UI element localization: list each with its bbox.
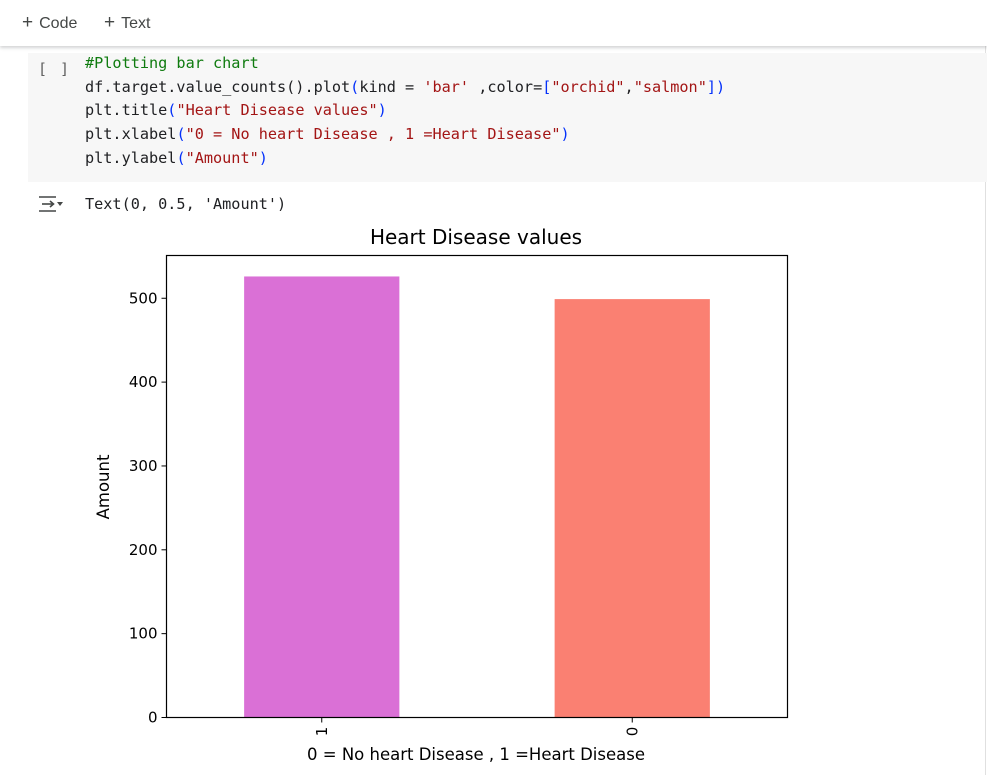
code-token: .plot — [304, 77, 351, 96]
code-text[interactable]: #Plotting bar chart df.target.value_coun… — [85, 54, 726, 167]
y-tick-label: 200 — [129, 541, 158, 559]
code-cell — [0, 46, 986, 775]
add-code-button[interactable]: + Code — [22, 12, 77, 34]
code-comment: #Plotting bar chart — [85, 54, 259, 72]
y-axis-label: Amount — [94, 454, 113, 519]
code-string: "orchid" — [551, 77, 625, 96]
run-cell-button[interactable]: [ ] — [38, 60, 72, 78]
code-string: "Amount" — [185, 148, 259, 167]
y-tick-label: 100 — [129, 625, 158, 643]
x-tick-label: 1 — [313, 727, 331, 737]
code-string: 'bar' — [423, 77, 470, 96]
code-string: "0 = No heart Disease , 1 =Heart Disease… — [185, 125, 561, 144]
chart-title: Heart Disease values — [370, 225, 582, 249]
code-token: , — [624, 77, 634, 96]
bar-1 — [244, 276, 400, 718]
x-axis-label: 0 = No heart Disease , 1 =Heart Disease — [307, 745, 645, 764]
y-tick-label: 0 — [148, 709, 158, 727]
y-tick-label: 300 — [129, 457, 158, 475]
code-token: plt.xlabel — [85, 125, 177, 144]
output-toggle-icon[interactable] — [38, 194, 64, 214]
add-code-label: Code — [39, 15, 78, 32]
add-text-button[interactable]: + Text — [104, 12, 150, 34]
code-editor[interactable] — [28, 53, 987, 182]
notebook-toolbar: + Code + Text — [0, 0, 987, 46]
code-string: "salmon" — [633, 77, 707, 96]
code-token: kind = — [359, 77, 424, 96]
code-token: ,color= — [469, 77, 543, 96]
y-tick-label: 500 — [129, 289, 158, 307]
y-tick-label: 400 — [129, 373, 158, 391]
plus-icon: + — [22, 12, 34, 33]
bar-0 — [554, 299, 710, 718]
plus-icon: + — [104, 12, 116, 33]
output-text: Text(0, 0.5, 'Amount') — [85, 195, 287, 213]
code-string: "Heart Disease values" — [176, 101, 378, 120]
x-tick-label: 0 — [623, 727, 641, 737]
plot-frame — [165, 254, 789, 719]
code-token: plt.title — [85, 101, 168, 120]
add-text-label: Text — [121, 15, 151, 32]
code-token: plt.ylabel — [85, 148, 177, 167]
code-token: df.target.value_counts() — [85, 77, 305, 96]
